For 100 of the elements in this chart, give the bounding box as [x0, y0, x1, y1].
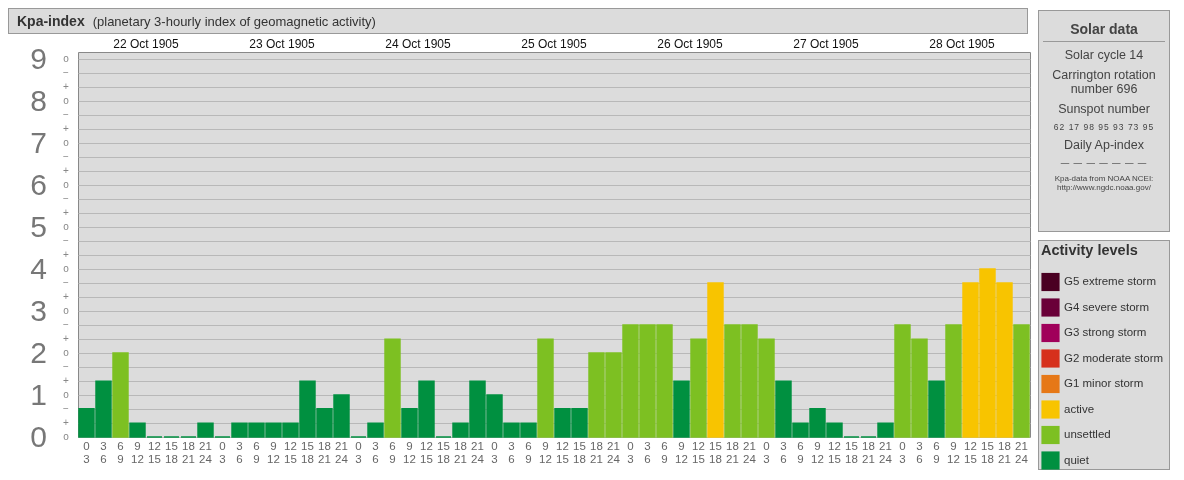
x-tick-label: 18 21: [318, 439, 331, 465]
x-tick-label: 21 24: [335, 439, 349, 465]
x-tick-label: 0 3: [627, 439, 634, 465]
x-tick-label: 21 24: [879, 439, 893, 465]
text: Kpa-data from NOAA NCEI: http://www.ngdc.noaa.gov/: [1053, 174, 1155, 192]
chart-title: Kpa-index: [17, 13, 85, 29]
bar: [1013, 324, 1030, 438]
bar: [673, 380, 690, 438]
x-tick-label: 15 18: [573, 439, 586, 465]
x-tick-label: 15 18: [165, 439, 178, 465]
text: +: [63, 207, 70, 219]
text: −: [63, 360, 70, 372]
legend-label: G4 severe storm: [1064, 300, 1149, 313]
y-tick-label: 7: [30, 125, 47, 159]
x-tick-label: 12 15: [420, 439, 433, 465]
x-tick-label: 3 6: [100, 439, 107, 465]
x-tick-label: 9 12: [267, 439, 280, 465]
text: 62 17 98 95 93 73 95: [1052, 122, 1156, 132]
text: +: [63, 417, 70, 429]
x-tick-label: 3 6: [916, 439, 923, 465]
legend-label: unsettled: [1064, 428, 1111, 440]
bar: [945, 324, 962, 438]
x-tick-label: 6 9: [525, 439, 532, 465]
text: o: [63, 137, 70, 149]
text: −: [63, 192, 70, 204]
text: Sunspot number: [1057, 102, 1151, 116]
y-tick-label: 2: [30, 335, 47, 369]
text: 25 Oct 1905: [521, 37, 588, 51]
x-tick-label: 0 3: [355, 439, 362, 465]
x-tick-label: 18 21: [726, 439, 739, 465]
y-tick-label: 5: [30, 209, 47, 243]
x-tick-label: 6 9: [253, 439, 260, 465]
x-tick-label: 21 24: [471, 439, 485, 465]
text: o: [63, 221, 70, 233]
text: −: [63, 66, 70, 78]
legend-title: Activity levels: [1041, 242, 1138, 258]
text: o: [63, 431, 70, 442]
x-tick-label: 6 9: [797, 439, 804, 465]
text: o: [63, 347, 70, 359]
x-tick-label: 15 18: [301, 439, 314, 465]
text: — — — — — — —: [1059, 158, 1149, 168]
x-tick-label: 0 3: [219, 439, 226, 465]
x-tick-label: 12 15: [964, 439, 977, 465]
bar: [384, 338, 401, 438]
x-tick-label: 3 6: [236, 439, 243, 465]
x-tick-label: 9 12: [403, 439, 416, 465]
text: +: [63, 375, 70, 387]
x-tick-label: 18 21: [998, 439, 1011, 465]
x-tick-label: 9 12: [811, 439, 824, 465]
chart-subtitle: (planetary 3-hourly index of geomagnetic activity): [92, 14, 376, 29]
x-tick-label: 6 9: [389, 439, 396, 465]
legend-label: G1 minor storm: [1064, 377, 1144, 389]
bar: [537, 338, 554, 438]
text: o: [63, 263, 70, 275]
legend-label: active: [1064, 402, 1095, 415]
x-tick-label: 9 12: [539, 439, 552, 465]
x-tick-label: 0 3: [899, 439, 906, 465]
x-tick-label: 0 3: [763, 439, 770, 465]
bar: [928, 380, 945, 438]
text: −: [63, 276, 70, 288]
x-tick-label: 3 6: [372, 439, 379, 465]
y-tick-label: 1: [30, 377, 47, 411]
y-tick-label: 9: [30, 41, 47, 75]
legend-label: G3 strong storm: [1064, 326, 1147, 338]
text: o: [63, 95, 70, 107]
y-tick-label: 8: [30, 83, 47, 117]
y-tick-label: 6: [30, 167, 47, 201]
x-tick-label: 3 6: [780, 439, 787, 465]
x-tick-label: 12 15: [692, 439, 705, 465]
text: +: [63, 165, 70, 177]
text: +: [63, 123, 70, 135]
text: Daily Ap-index: [1063, 138, 1145, 152]
x-tick-label: 0 3: [83, 439, 90, 465]
x-tick-label: 12 15: [284, 439, 297, 465]
x-tick-label: 6 9: [117, 439, 124, 465]
text: −: [63, 150, 70, 162]
x-tick-label: 18 21: [590, 439, 603, 465]
bar: [690, 338, 707, 438]
text: 23 Oct 1905: [249, 37, 316, 51]
text: +: [63, 249, 70, 261]
legend-label: G2 moderate storm: [1064, 351, 1164, 364]
x-tick-label: 3 6: [508, 439, 515, 465]
text: +: [63, 81, 70, 93]
text: o: [63, 179, 70, 191]
x-tick-label: 12 15: [148, 439, 161, 465]
y-tick-label: 3: [30, 293, 47, 327]
x-tick-label: 15 18: [437, 439, 450, 465]
x-tick-label: 3 6: [644, 439, 651, 465]
x-tick-label: 9 12: [131, 439, 144, 465]
x-tick-label: 18 21: [862, 439, 875, 465]
x-tick-label: 18 21: [454, 439, 467, 465]
text: 28 Oct 1905: [929, 37, 996, 51]
x-tick-label: 21 24: [199, 439, 213, 465]
x-tick-label: 9 12: [947, 439, 960, 465]
x-tick-label: 9 12: [675, 439, 688, 465]
y-tick-label: 0: [30, 419, 47, 453]
text: Carrington rotation number 696: [1051, 68, 1157, 96]
y-tick-label: 4: [30, 251, 47, 285]
text: Solar data: [1043, 17, 1165, 42]
x-tick-label: 12 15: [556, 439, 569, 465]
